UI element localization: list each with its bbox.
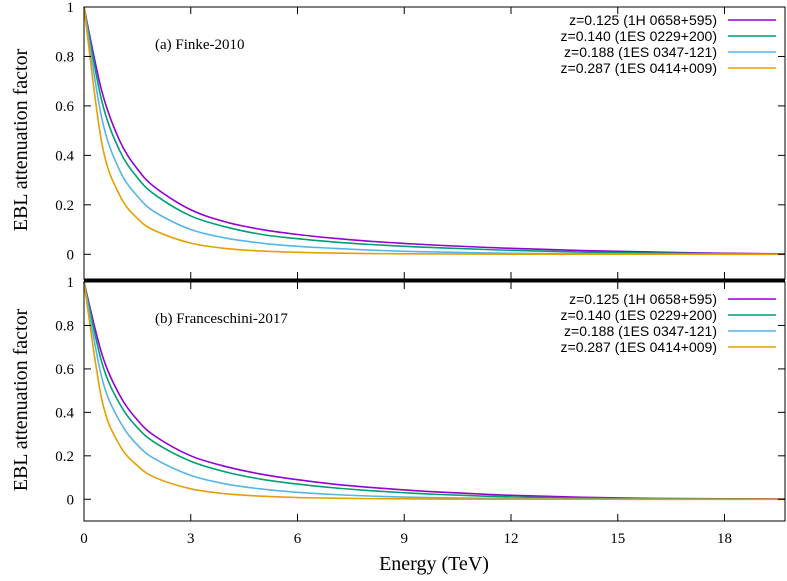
panel-b: 0 0.2 0.4 0.6 0.8 1 0 3 6 9 12 15 18 (b) Franceschi… xyxy=(10,275,786,547)
panel-b-x-tick-label: 6 xyxy=(294,531,302,547)
panel-b-frame xyxy=(83,281,786,522)
panel-b-y-tick-label: 0.2 xyxy=(55,449,74,465)
panel-b-annotation: (b) Franceschini-2017 xyxy=(155,311,288,327)
panel-b-x-tick-label: 18 xyxy=(717,531,732,547)
panel-b-x-tick-label: 15 xyxy=(610,531,625,547)
panel-a-legend-label: z=0.287 (1ES 0414+009) xyxy=(561,60,717,76)
panel-a-y-tick-label: 0.2 xyxy=(55,198,74,214)
panel-a-frame xyxy=(83,6,786,280)
panel-a-y-tick-label: 1 xyxy=(67,0,75,16)
panel-b-legend-label: z=0.188 (1ES 0347-121) xyxy=(564,323,717,339)
panel-a-legend-label: z=0.125 (1H 0658+595) xyxy=(569,12,717,28)
panel-a-curves xyxy=(83,6,786,256)
panel-a-y-tick-label: 0.4 xyxy=(55,148,74,164)
panel-b-y-tick-label: 0.6 xyxy=(55,362,74,378)
panel-b-y-axis-label: EBL attenuation factor xyxy=(10,308,32,491)
panel-b-x-tick-label: 9 xyxy=(401,531,409,547)
x-axis-label: Energy (TeV) xyxy=(379,553,489,575)
panel-a: 0 0.2 0.4 0.6 0.8 1 (a) Finke-2010 EBL attenu… xyxy=(10,0,786,280)
panel-b-x-tick-label: 0 xyxy=(80,531,88,547)
panel-b-y-tick-label: 0 xyxy=(67,492,75,508)
panel-b-y-axis: 0 0.2 0.4 0.6 0.8 1 xyxy=(55,275,785,508)
panel-a-y-tick-label: 0.6 xyxy=(55,99,74,115)
panel-b-legend: z=0.125 (1H 0658+595)z=0.140 (1ES 0229+2… xyxy=(561,291,776,355)
panel-b-y-tick-label: 0.8 xyxy=(55,318,74,334)
panel-b-x-axis: 0 3 6 9 12 15 18 xyxy=(80,282,732,547)
panel-a-series-1-line xyxy=(83,6,786,255)
panel-a-y-axis: 0 0.2 0.4 0.6 0.8 1 xyxy=(55,0,785,263)
panel-a-y-axis-label: EBL attenuation factor xyxy=(10,48,32,231)
panel-b-x-tick-label: 12 xyxy=(504,531,519,547)
panel-a-y-tick-label: 0.8 xyxy=(55,49,74,65)
panel-b-y-tick-label: 1 xyxy=(67,275,75,291)
panel-a-annotation: (a) Finke-2010 xyxy=(155,37,245,53)
panel-b-series-4-line xyxy=(83,281,785,501)
panel-a-series-4-line xyxy=(83,6,786,256)
panel-b-y-tick-label: 0.4 xyxy=(55,405,74,421)
panel-b-legend-label: z=0.287 (1ES 0414+009) xyxy=(561,339,717,355)
panel-a-legend: z=0.125 (1H 0658+595)z=0.140 (1ES 0229+2… xyxy=(561,12,776,76)
panel-b-x-tick-label: 3 xyxy=(187,531,195,547)
panel-a-y-tick-label: 0 xyxy=(67,247,75,263)
panel-a-series-2-line xyxy=(83,6,786,255)
panel-b-legend-label: z=0.125 (1H 0658+595) xyxy=(569,291,717,307)
panel-a-x-axis xyxy=(83,7,726,279)
panel-a-legend-label: z=0.140 (1ES 0229+200) xyxy=(561,28,717,44)
panel-a-legend-label: z=0.188 (1ES 0347-121) xyxy=(564,44,717,60)
panel-b-legend-label: z=0.140 (1ES 0229+200) xyxy=(561,307,717,323)
panel-b-curves xyxy=(83,281,786,501)
